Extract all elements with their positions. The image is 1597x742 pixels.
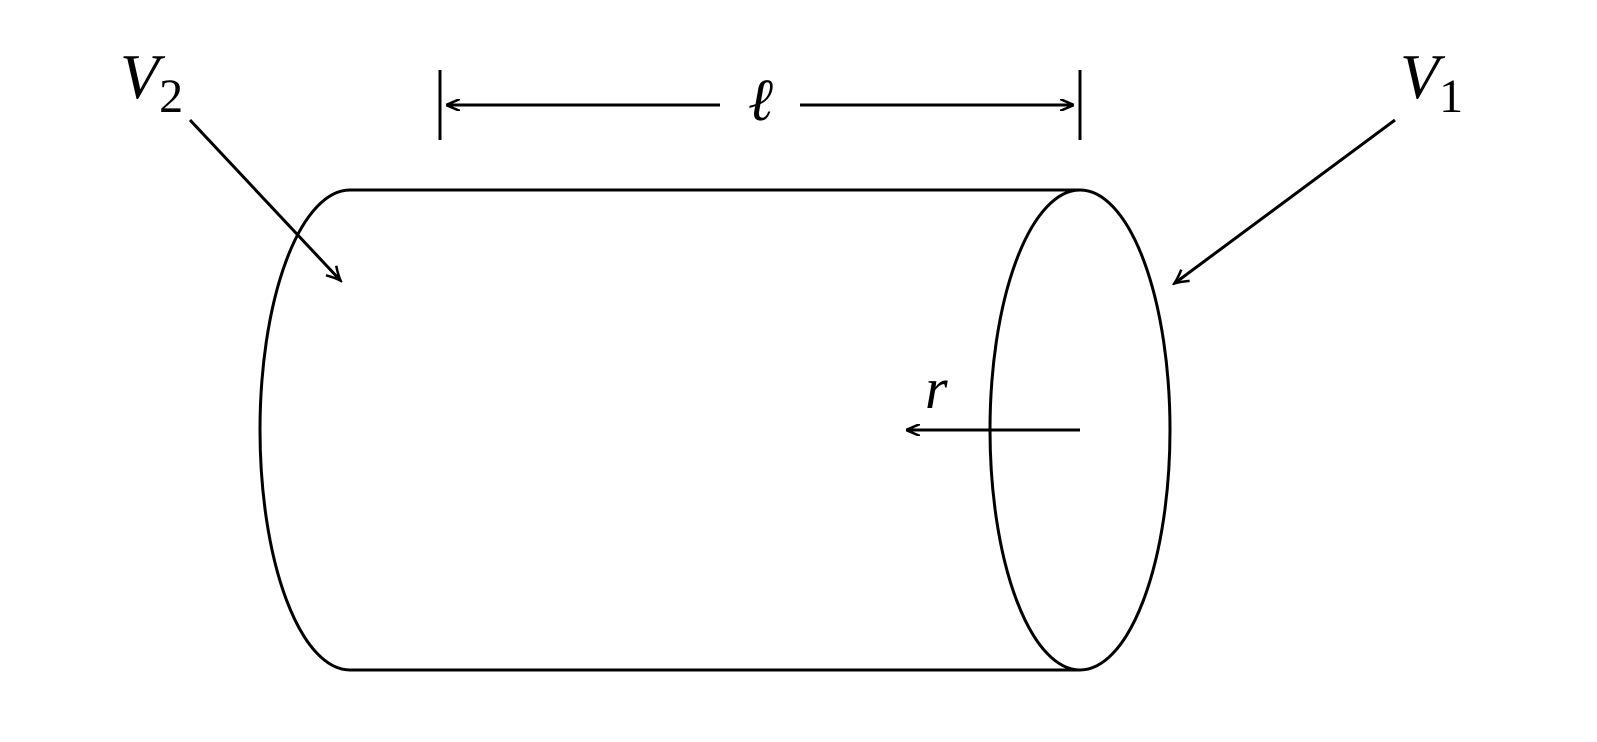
label-v2: V2 xyxy=(120,40,183,124)
diagram-svg xyxy=(0,0,1597,742)
label-length: ℓ xyxy=(748,66,773,135)
label-v2-sub: 2 xyxy=(159,70,183,123)
label-v1: V1 xyxy=(1400,40,1463,124)
label-radius: r xyxy=(925,355,948,422)
label-length-text: ℓ xyxy=(748,67,773,133)
v1-pointer xyxy=(1175,120,1395,283)
label-v1-sub: 1 xyxy=(1439,70,1463,123)
label-radius-text: r xyxy=(925,356,948,421)
cylinder-diagram: V2 V1 ℓ r xyxy=(0,0,1597,742)
label-v2-text: V xyxy=(120,41,159,112)
label-v1-text: V xyxy=(1400,41,1439,112)
cylinder-left-arc xyxy=(260,190,350,670)
v2-pointer xyxy=(190,120,340,280)
